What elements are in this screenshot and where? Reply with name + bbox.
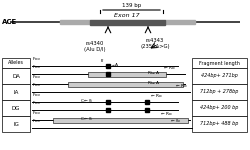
Text: $\leftarrow$Ro: $\leftarrow$Ro: [163, 64, 176, 71]
Bar: [2, 58, 30, 68]
Bar: [2, 68, 30, 84]
Text: Exon 17: Exon 17: [114, 13, 140, 18]
Bar: [106, 108, 110, 112]
Text: 424bp+ 200 bp: 424bp+ 200 bp: [200, 105, 239, 111]
Text: Fi: Fi: [100, 59, 104, 63]
Bar: [106, 64, 110, 68]
Text: ACE: ACE: [2, 19, 17, 25]
Bar: [90, 20, 165, 24]
Bar: [145, 100, 149, 104]
Text: C$\leftarrow_{Ri}$: C$\leftarrow_{Ri}$: [80, 115, 94, 123]
Text: IG: IG: [13, 122, 19, 126]
Bar: [192, 116, 247, 132]
Text: IA: IA: [13, 90, 19, 94]
Text: Fo$_o$: Fo$_o$: [32, 63, 41, 71]
Bar: [2, 84, 30, 100]
Text: 424bp+ 271bp: 424bp+ 271bp: [201, 74, 238, 78]
Text: $_{\rightarrow}$A: $_{\rightarrow}$A: [111, 61, 120, 69]
Text: Fo$_o$: Fo$_o$: [32, 73, 41, 81]
Text: 712bp + 278bp: 712bp + 278bp: [200, 90, 239, 94]
Text: C$\leftarrow_{Ri}$: C$\leftarrow_{Ri}$: [80, 97, 94, 105]
Bar: [60, 20, 90, 24]
Text: DA: DA: [12, 74, 20, 78]
Text: Fragment length: Fragment length: [199, 60, 240, 66]
Text: 712bp+ 488 bp: 712bp+ 488 bp: [200, 122, 239, 126]
Text: Ri$_{\rightarrow}$A: Ri$_{\rightarrow}$A: [147, 79, 160, 87]
Text: Alleles: Alleles: [8, 60, 24, 66]
Text: Fo$_o$: Fo$_o$: [32, 117, 41, 125]
Bar: [2, 116, 30, 132]
Text: rs4343
(2350A>G): rs4343 (2350A>G): [140, 38, 170, 49]
Bar: [165, 20, 195, 24]
Text: Fo$_o$: Fo$_o$: [32, 91, 41, 99]
Bar: [145, 108, 149, 112]
Bar: [192, 100, 247, 116]
Text: $\leftarrow$Ro: $\leftarrow$Ro: [175, 82, 188, 89]
Bar: [192, 58, 247, 68]
Text: Fo$_o$: Fo$_o$: [32, 55, 41, 63]
Bar: [106, 100, 110, 104]
Text: Fo$_o$: Fo$_o$: [32, 99, 41, 107]
Bar: [53, 117, 188, 123]
Text: 139 bp: 139 bp: [122, 3, 141, 8]
Text: Fo$_o$: Fo$_o$: [32, 81, 41, 89]
Bar: [106, 72, 110, 76]
Text: $\leftarrow$Ro: $\leftarrow$Ro: [150, 92, 163, 99]
Text: $\leftarrow_{Ro}$: $\leftarrow_{Ro}$: [170, 117, 181, 125]
Bar: [192, 68, 247, 84]
Bar: [2, 100, 30, 116]
Text: Ri$_{\rightarrow}$A: Ri$_{\rightarrow}$A: [147, 69, 160, 77]
Bar: [88, 72, 166, 76]
Text: $\leftarrow$Ro: $\leftarrow$Ro: [160, 110, 173, 117]
Bar: [192, 84, 247, 100]
Text: DG: DG: [12, 105, 20, 111]
Text: rs4340
(Alu D/I): rs4340 (Alu D/I): [84, 41, 106, 52]
Bar: [68, 81, 183, 87]
Text: Fo$_o$: Fo$_o$: [32, 109, 41, 117]
